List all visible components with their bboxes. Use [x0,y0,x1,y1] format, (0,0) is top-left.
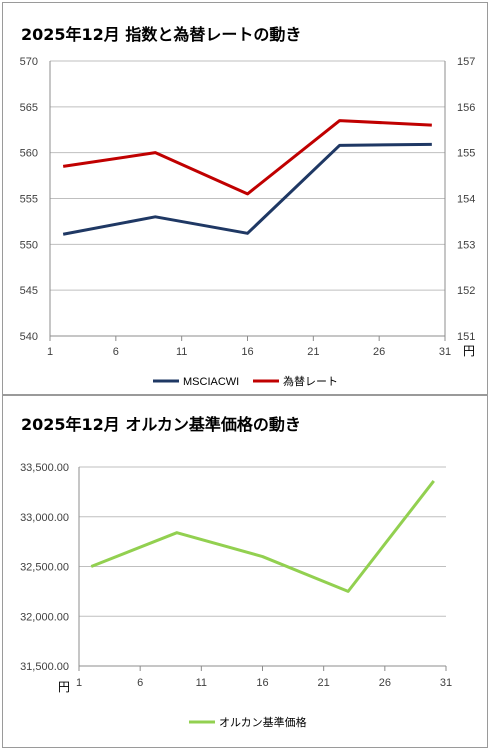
y-right-tick-label: 152 [457,285,475,297]
y-right-tick-label: 156 [457,102,475,114]
legend-label: MSCIACWI [183,376,239,388]
y-left-tick-label: 540 [20,331,38,343]
x-tick-label: 16 [256,677,268,689]
y-left-tick-label: 545 [20,285,38,297]
y-left-tick-label: 550 [20,239,38,251]
y-right-tick-label: 157 [457,56,475,68]
x-tick-label: 1 [76,677,82,689]
chart-title: 2025年12月 指数と為替レートの動き [21,25,302,44]
fund-price-chart: 31,500.00 32,000.00 32,500.00 33,000.00 33,5… [20,462,452,729]
x-tick-label: 16 [241,346,253,358]
series-line-fund-price [90,480,435,593]
x-tick-label: 11 [196,677,207,689]
y-tick-label: 33,500.00 [20,462,69,474]
fund-price-chart-panel: 2025年12月 オルカン基準価格の動き 31,500.00 32,000.00 3… [2,395,488,748]
x-tick-label: 31 [440,677,452,689]
y-right-tick-label: 151 [457,331,475,343]
y-tick-label: 33,000.00 [20,512,69,524]
y-left-tick-label: 570 [20,56,38,68]
y-left-tick-label: 565 [20,102,38,114]
x-tick-label: 31 [439,346,451,358]
index-fx-chart-panel: 2025年12月 指数と為替レートの動き 540 545 550 555 560 565 5… [2,2,488,395]
x-tick-label: 1 [47,346,53,358]
x-tick-label: 6 [113,346,119,358]
y-left-tick-label: 555 [20,194,38,206]
y-right-tick-label: 154 [457,194,475,206]
y-tick-label: 32,500.00 [20,562,69,574]
y-right-tick-label: 155 [457,148,475,160]
x-tick-label: 26 [373,346,385,358]
y-unit-label: 円 [58,680,70,694]
chart-title: 2025年12月 オルカン基準価格の動き [21,415,301,434]
y-right-tick-label: 153 [457,239,475,251]
index-fx-chart: 540 545 550 555 560 565 570 151 152 153 154 155 156 1… [20,56,476,388]
legend-label: 為替レート [283,374,338,388]
legend-label: オルカン基準価格 [219,715,307,729]
x-tick-label: 21 [318,677,330,689]
series-line-fx-rate [62,119,432,196]
x-tick-label: 6 [137,677,143,689]
y-left-tick-label: 560 [20,148,38,160]
x-tick-label: 11 [176,346,187,358]
y-tick-label: 32,000.00 [20,611,69,623]
series-line-msciacwi [62,142,432,236]
x-unit-label: 円 [463,344,475,358]
y-tick-label: 31,500.00 [20,661,69,673]
x-tick-label: 21 [307,346,319,358]
x-tick-label: 26 [379,677,391,689]
